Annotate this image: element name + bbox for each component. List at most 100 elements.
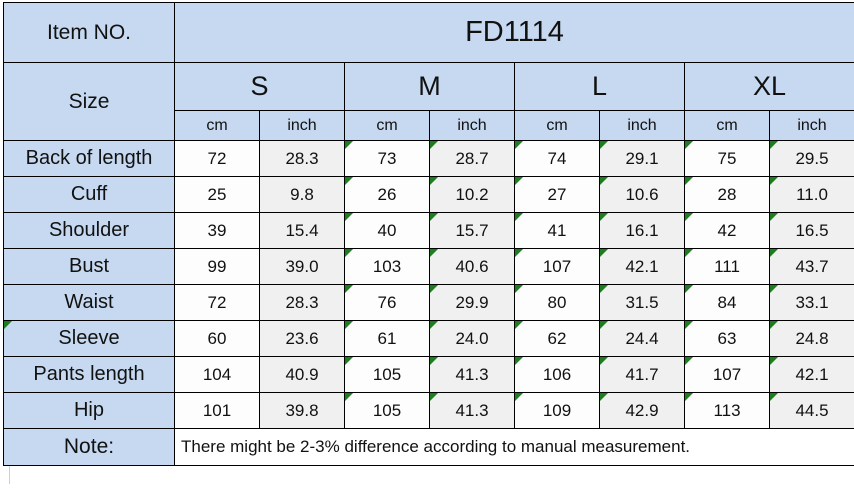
measurement-cell: 99	[174, 248, 260, 285]
row-label: Back of length	[3, 140, 175, 177]
measurement-cell: 27	[514, 176, 600, 213]
measurement-cell: 24.8	[769, 320, 854, 357]
note-row: Note: There might be 2-3% difference acc…	[3, 428, 854, 466]
row-label: Cuff	[3, 176, 175, 213]
measurement-cell: 16.1	[599, 212, 685, 249]
row-label: Shoulder	[3, 212, 175, 249]
measurement-cell: 107	[514, 248, 600, 285]
measurement-cell: 10.2	[429, 176, 515, 213]
measurement-cell: 10.6	[599, 176, 685, 213]
measurement-cell: 103	[344, 248, 430, 285]
measurement-cell: 62	[514, 320, 600, 357]
note-text: There might be 2-3% difference according…	[174, 428, 854, 466]
measurement-rows: Back of length 72 28.3 73 28.7 74 29.1 75 29.5 Cu…	[3, 140, 854, 429]
measurement-cell: 43.7	[769, 248, 854, 285]
row-label: Sleeve	[3, 320, 175, 357]
measurement-cell: 15.4	[259, 212, 345, 249]
table-row: Pants length 104 40.9 105 41.3 106 41.7 107 42.1	[3, 356, 854, 393]
row-label: Pants length	[3, 356, 175, 393]
measurement-cell: 105	[344, 356, 430, 393]
measurement-cell: 9.8	[259, 176, 345, 213]
item-no-label: Item NO.	[3, 2, 175, 63]
measurement-cell: 107	[684, 356, 770, 393]
row-label: Bust	[3, 248, 175, 285]
size-chart-table: Item NO. FD1114 Size S M L XL cm inch cm…	[3, 2, 854, 466]
measurement-cell: 41.3	[429, 356, 515, 393]
measurement-cell: 40.6	[429, 248, 515, 285]
item-no-row: Item NO. FD1114	[3, 2, 854, 63]
size-col-l: L	[514, 62, 685, 111]
measurement-cell: 106	[514, 356, 600, 393]
measurement-cell: 61	[344, 320, 430, 357]
measurement-cell: 25	[174, 176, 260, 213]
measurement-cell: 41	[514, 212, 600, 249]
measurement-cell: 41.3	[429, 392, 515, 429]
size-header-row: Size S M L XL	[3, 62, 854, 141]
measurement-cell: 74	[514, 140, 600, 177]
unit-header-inch: inch	[259, 110, 345, 141]
table-row: Shoulder 39 15.4 40 15.7 41 16.1 42 16.5	[3, 212, 854, 249]
measurement-cell: 60	[174, 320, 260, 357]
size-col-xl: XL	[684, 62, 854, 111]
measurement-cell: 44.5	[769, 392, 854, 429]
measurement-cell: 75	[684, 140, 770, 177]
measurement-cell: 29.1	[599, 140, 685, 177]
item-no-value: FD1114	[174, 2, 854, 63]
measurement-cell: 101	[174, 392, 260, 429]
header-rows: Item NO. FD1114 Size S M L XL cm inch cm…	[3, 2, 854, 141]
size-col-m: M	[344, 62, 515, 111]
measurement-cell: 72	[174, 140, 260, 177]
measurement-cell: 24.4	[599, 320, 685, 357]
measurement-cell: 104	[174, 356, 260, 393]
measurement-cell: 28.7	[429, 140, 515, 177]
unit-header-cm: cm	[344, 110, 430, 141]
table-row: Waist 72 28.3 76 29.9 80 31.5 84 33.1	[3, 284, 854, 321]
measurement-cell: 111	[684, 248, 770, 285]
measurement-cell: 42.9	[599, 392, 685, 429]
measurement-cell: 80	[514, 284, 600, 321]
table-row: Bust 99 39.0 103 40.6 107 42.1 111 43.7	[3, 248, 854, 285]
measurement-cell: 26	[344, 176, 430, 213]
table-row: Hip 101 39.8 105 41.3 109 42.9 113 44.5	[3, 392, 854, 429]
table-row: Cuff 25 9.8 26 10.2 27 10.6 28 11.0	[3, 176, 854, 213]
table-row: Back of length 72 28.3 73 28.7 74 29.1 75 29.5	[3, 140, 854, 177]
measurement-cell: 33.1	[769, 284, 854, 321]
measurement-cell: 24.0	[429, 320, 515, 357]
unit-header-inch: inch	[769, 110, 854, 141]
measurement-cell: 39	[174, 212, 260, 249]
note-label: Note:	[3, 428, 175, 466]
measurement-cell: 72	[174, 284, 260, 321]
row-label: Hip	[3, 392, 175, 429]
measurement-cell: 84	[684, 284, 770, 321]
measurement-cell: 40.9	[259, 356, 345, 393]
measurement-cell: 31.5	[599, 284, 685, 321]
measurement-cell: 73	[344, 140, 430, 177]
measurement-cell: 28	[684, 176, 770, 213]
unit-header-cm: cm	[514, 110, 600, 141]
measurement-cell: 23.6	[259, 320, 345, 357]
measurement-cell: 29.5	[769, 140, 854, 177]
measurement-cell: 15.7	[429, 212, 515, 249]
measurement-cell: 28.3	[259, 140, 345, 177]
measurement-cell: 76	[344, 284, 430, 321]
measurement-cell: 39.0	[259, 248, 345, 285]
measurement-cell: 42.1	[599, 248, 685, 285]
measurement-cell: 42.1	[769, 356, 854, 393]
measurement-cell: 28.3	[259, 284, 345, 321]
size-label: Size	[3, 62, 175, 141]
table-row: Sleeve 60 23.6 61 24.0 62 24.4 63 24.8	[3, 320, 854, 357]
unit-header-inch: inch	[599, 110, 685, 141]
unit-header-cm: cm	[174, 110, 260, 141]
measurement-cell: 42	[684, 212, 770, 249]
size-col-s: S	[174, 62, 345, 111]
measurement-cell: 41.7	[599, 356, 685, 393]
gridline-tail	[9, 466, 10, 484]
note-rows: Note: There might be 2-3% difference acc…	[3, 428, 854, 466]
measurement-cell: 63	[684, 320, 770, 357]
measurement-cell: 40	[344, 212, 430, 249]
row-label: Waist	[3, 284, 175, 321]
unit-header-inch: inch	[429, 110, 515, 141]
measurement-cell: 39.8	[259, 392, 345, 429]
measurement-cell: 29.9	[429, 284, 515, 321]
